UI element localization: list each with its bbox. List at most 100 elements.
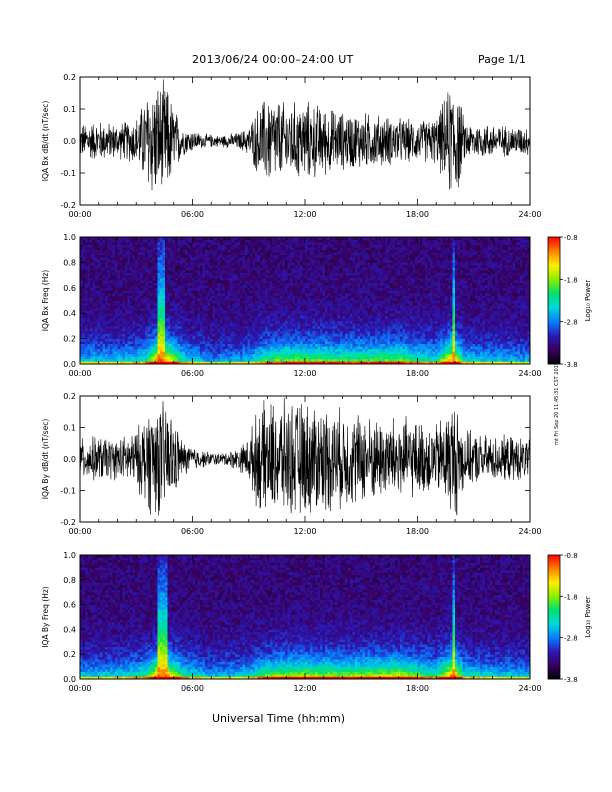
heatmap-cell [85,305,88,309]
heatmap-cell [135,341,138,344]
heatmap-cell [285,330,288,334]
heatmap-cell [302,315,306,319]
heatmap-cell [180,300,183,304]
heatmap-cell [227,310,231,314]
heatmap-cell [92,318,96,322]
heatmap-cell [220,297,223,301]
heatmap-cell [262,328,266,332]
heatmap-cell [267,361,271,365]
heatmap-cell [85,300,88,304]
heatmap-cell [280,310,283,314]
heatmap-cell [315,356,318,360]
heatmap-cell [140,249,143,253]
heatmap-cell [192,237,196,240]
heatmap-cell [122,237,126,240]
heatmap-cell [87,280,91,284]
heatmap-cell [160,280,163,284]
heatmap-cell [247,272,251,276]
heatmap-cell [97,297,101,301]
heatmap-cell [152,297,156,301]
heatmap-cell [97,343,101,347]
heatmap-cell [85,285,88,289]
heatmap-cell [292,244,296,248]
heatmap-cell [140,300,143,304]
heatmap-cell [195,333,198,337]
heatmap-cell [80,275,83,278]
heatmap-cell [177,259,181,263]
heatmap-cell [270,315,273,319]
heatmap-cell [272,239,276,243]
heatmap-cell [135,343,138,347]
heatmap-cell [147,239,151,243]
heatmap-cell [85,275,88,278]
heatmap-cell [97,282,101,286]
heatmap-cell [302,244,306,248]
heatmap-cell [280,247,283,250]
heatmap-cell [205,272,208,276]
heatmap-cell [150,353,153,357]
heatmap-cell [187,285,191,289]
heatmap-cell [207,341,211,344]
heatmap-cell [185,280,188,284]
heatmap-cell [187,259,191,263]
heatmap-cell [170,328,173,332]
heatmap-cell [130,272,133,276]
heatmap-cell [300,358,303,362]
heatmap-cell [307,237,311,240]
heatmap-cell [135,303,138,306]
heatmap-cell [187,315,191,319]
heatmap-cell [125,285,128,289]
heatmap-cell [210,272,213,276]
heatmap-cell [210,252,213,256]
heatmap-cell [152,338,156,342]
heatmap-cell [190,343,193,347]
heatmap-cell [115,282,118,286]
heatmap-cell [137,247,141,250]
heatmap-cell [95,336,98,339]
heatmap-cell [82,297,86,301]
heatmap-cell [242,237,246,240]
heatmap-cell [142,295,146,299]
heatmap-cell [172,336,176,339]
heatmap-cell [95,341,98,344]
heatmap-cell [322,358,326,362]
heatmap-cell [152,249,156,253]
heatmap-cell [95,310,98,314]
heatmap-cell [172,277,176,281]
heatmap-cell [197,300,201,304]
heatmap-cell [192,257,196,261]
heatmap-cell [307,297,311,301]
heatmap-cell [285,341,288,344]
heatmap-cell [147,358,151,362]
heatmap-cell [302,262,306,266]
heatmap-cell [120,290,123,294]
heatmap-cell [107,277,111,281]
heatmap-cell [152,252,156,256]
heatmap-cell [162,361,166,365]
heatmap-cell [277,242,281,245]
heatmap-cell [230,348,233,352]
heatmap-cell [217,328,221,332]
heatmap-cell [265,242,268,245]
heatmap-cell [170,264,173,268]
heatmap-cell [132,351,136,355]
heatmap-cell [170,285,173,289]
heatmap-cell [222,346,226,350]
heatmap-cell [197,346,201,350]
heatmap-cell [295,275,298,278]
heatmap-cell [205,277,208,281]
heatmap-cell [100,333,103,337]
heatmap-cell [180,244,183,248]
heatmap-cell [107,318,111,322]
heatmap-cell [310,252,313,256]
heatmap-cell [130,285,133,289]
heatmap-cell [235,308,238,311]
heatmap-cell [262,277,266,281]
heatmap-cell [115,244,118,248]
heatmap-cell [207,280,211,284]
heatmap-cell [152,315,156,319]
heatmap-cell [265,295,268,299]
heatmap-cell [325,356,328,360]
heatmap-cell [260,305,263,309]
heatmap-cell [300,341,303,344]
